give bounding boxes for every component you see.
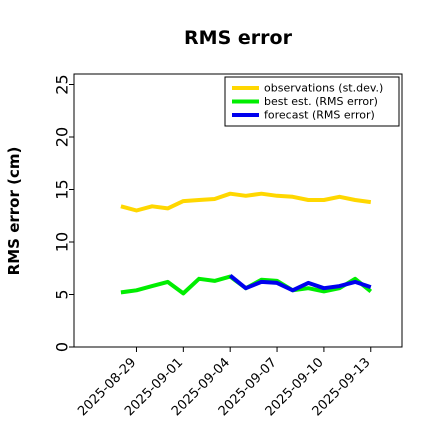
y-tick-label: 0 — [53, 342, 72, 352]
y-axis-label: RMS error (cm) — [5, 147, 23, 276]
series-line-3 — [228, 274, 372, 293]
y-tick-label: 25 — [53, 74, 72, 94]
y-tick-label: 15 — [53, 179, 72, 199]
plot-area — [73, 73, 403, 348]
series-lines — [120, 191, 373, 296]
legend: observations (st.dev.)best est. (RMS err… — [224, 76, 400, 127]
y-tick-label: 10 — [53, 232, 72, 252]
legend-label: best est. (RMS error) — [264, 95, 378, 108]
y-tick-label: 5 — [53, 289, 72, 299]
legend-label: forecast (RMS error) — [264, 109, 375, 122]
legend-label: observations (st.dev.) — [264, 82, 383, 95]
chart-title: RMS error — [184, 27, 293, 49]
y-tick-label: 20 — [53, 127, 72, 147]
series-line-1 — [120, 191, 372, 213]
y-axis-ticks: 0 5 10 15 20 25 — [53, 74, 74, 352]
x-axis-ticks: 2025-08-292025-09-012025-09-042025-09-07… — [75, 347, 374, 419]
